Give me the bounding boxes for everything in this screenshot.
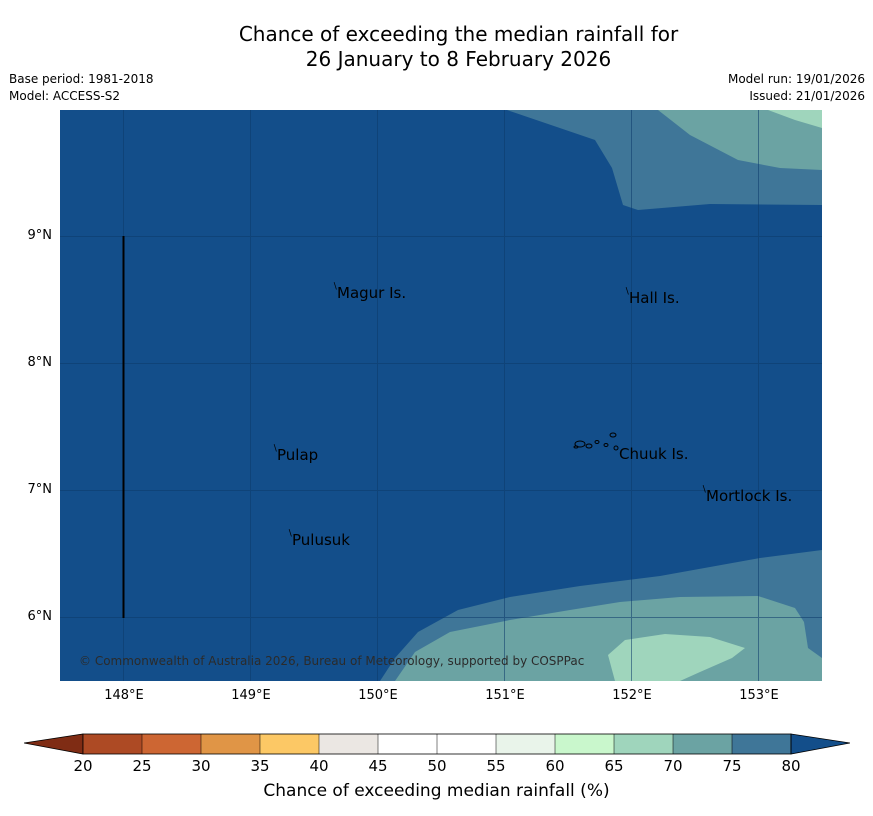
colorbar-label-25: 25: [132, 757, 152, 775]
colorbar-label-75: 75: [722, 757, 742, 775]
colorbar-label-60: 60: [545, 757, 565, 775]
colorbar-label-40: 40: [309, 757, 329, 775]
model-name: Model: ACCESS-S2: [9, 89, 121, 103]
colorbar-bin-35-40: [260, 734, 319, 754]
island-marker-icon: ∖: [272, 444, 278, 454]
colorbar-label-30: 30: [191, 757, 211, 775]
map-title: Chance of exceeding the median rainfall …: [0, 22, 873, 72]
lon-label-151e: 151°E: [485, 688, 525, 703]
chuuk-islets: [573, 432, 619, 451]
colorbar-bin-65-70: [614, 734, 673, 754]
title-line-1: Chance of exceeding the median rainfall …: [238, 22, 679, 46]
region-65-70-south: [608, 634, 745, 681]
copyright-notice: © Commonwealth of Australia 2026, Bureau…: [79, 654, 585, 668]
region-65-70-north: [768, 110, 822, 128]
island-marker-icon: ∖: [701, 485, 707, 495]
colorbar-bin-20-25: [83, 734, 142, 754]
place-pulap: ∖ Pulap: [272, 444, 318, 464]
colorbar-label-45: 45: [368, 757, 388, 775]
colorbar: [24, 733, 850, 755]
colorbar-label-55: 55: [486, 757, 506, 775]
colorbar-bin-50-55: [437, 734, 496, 754]
colorbar-low-extend: [24, 733, 84, 755]
title-line-2: 26 January to 8 February 2026: [305, 47, 612, 71]
model-run: Model run: 19/01/2026: [727, 72, 865, 86]
lon-label-150e: 150°E: [358, 688, 398, 703]
island-marker-icon: ∖: [287, 529, 293, 539]
colorbar-bin-75-80: [732, 734, 791, 754]
meta-left: Base period: 1981-2018 Model: ACCESS-S2: [9, 71, 154, 105]
lon-label-152e: 152°E: [612, 688, 652, 703]
colorbar-label-65: 65: [604, 757, 624, 775]
place-pulusuk: ∖ Pulusuk: [287, 529, 350, 549]
colorbar-bin-60-65: [555, 734, 614, 754]
map-canvas: [60, 110, 822, 681]
colorbar-bin-25-30: [142, 734, 201, 754]
island-marker-icon: ∖: [332, 282, 338, 292]
region-70-75-north: [658, 110, 822, 170]
place-magur: ∖ Magur Is.: [332, 282, 406, 302]
graticule: [60, 110, 822, 681]
lon-label-148e: 148°E: [104, 688, 144, 703]
lat-label-6n: 6°N: [27, 609, 53, 624]
place-chuuk: Chuuk Is.: [619, 445, 689, 463]
lat-label-7n: 7°N: [27, 482, 53, 497]
lon-label-149e: 149°E: [231, 688, 271, 703]
base-period: Base period: 1981-2018: [9, 72, 154, 86]
meta-right: Model run: 19/01/2026 Issued: 21/01/2026: [728, 71, 865, 105]
colorbar-bin-55-60: [496, 734, 555, 754]
colorbar-label-80: 80: [781, 757, 801, 775]
lat-label-9n: 9°N: [27, 228, 53, 243]
colorbar-bin-70-75: [673, 734, 732, 754]
colorbar-bin-30-35: [201, 734, 260, 754]
colorbar-label-20: 20: [73, 757, 93, 775]
colorbar-bin-40-45: [319, 734, 378, 754]
lat-label-8n: 8°N: [27, 355, 53, 370]
forecast-map[interactable]: [60, 110, 822, 681]
colorbar-bin-45-50: [378, 734, 437, 754]
colorbar-label-70: 70: [663, 757, 683, 775]
colorbar-title: Chance of exceeding median rainfall (%): [263, 781, 610, 801]
place-mortlock: ∖ Mortlock Is.: [701, 485, 792, 505]
island-marker-icon: ∖: [624, 287, 630, 297]
issued-date: Issued: 21/01/2026: [749, 89, 865, 103]
colorbar-high-extend: [790, 733, 850, 755]
colorbar-label-35: 35: [250, 757, 270, 775]
lon-label-153e: 153°E: [739, 688, 779, 703]
colorbar-label-50: 50: [427, 757, 447, 775]
place-hall: ∖ Hall Is.: [624, 287, 680, 307]
